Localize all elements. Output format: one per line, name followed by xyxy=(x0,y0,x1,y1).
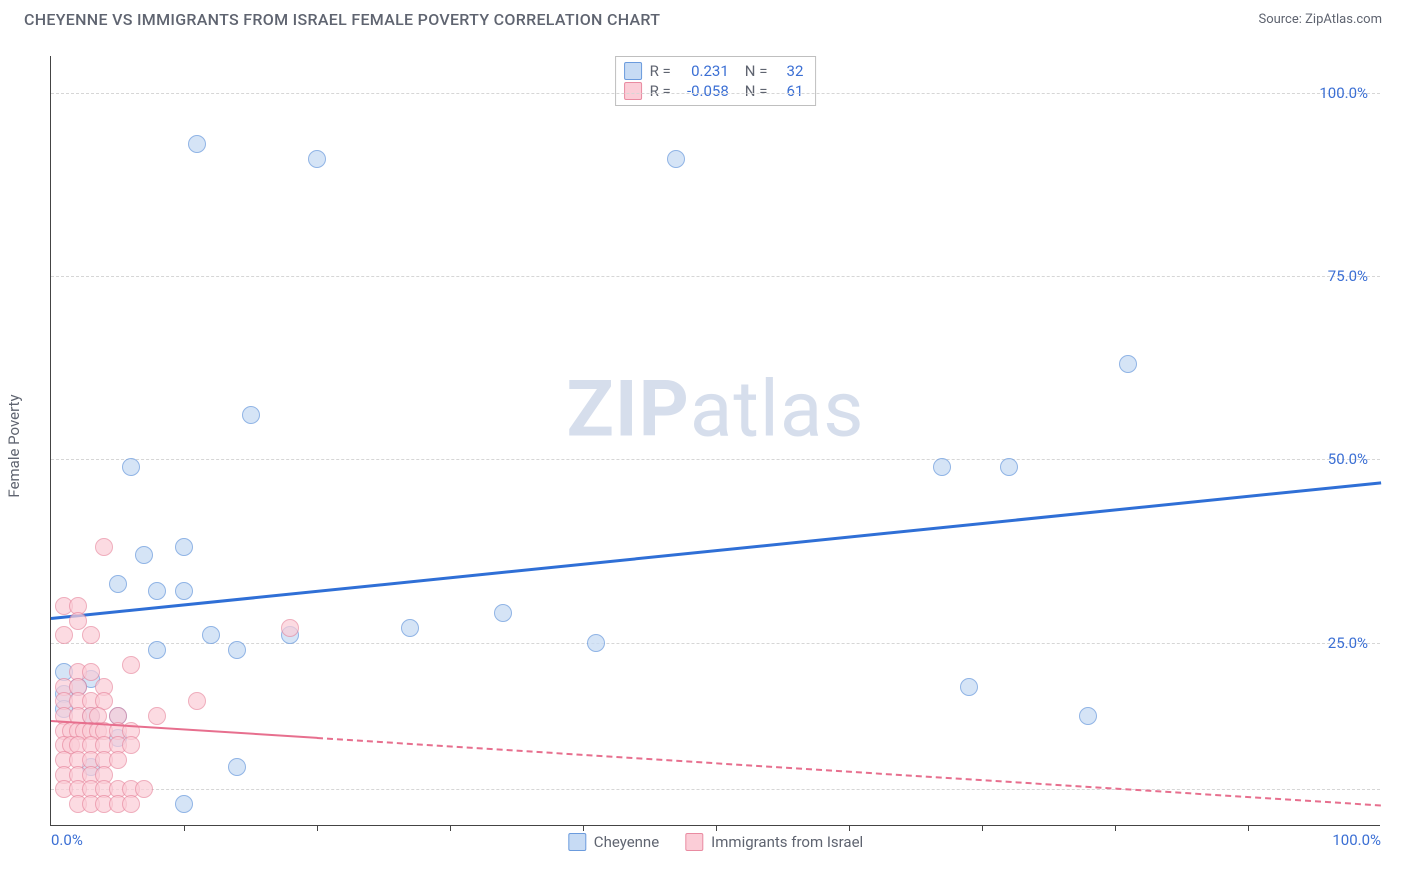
data-point xyxy=(109,751,127,769)
gridline xyxy=(51,276,1380,277)
source-label: Source: ZipAtlas.com xyxy=(1258,12,1382,27)
legend-label: Cheyenne xyxy=(594,833,659,851)
y-tick-label: 75.0% xyxy=(1328,267,1368,285)
legend-item: Cheyenne xyxy=(568,833,659,851)
data-point xyxy=(228,641,246,659)
legend-swatch xyxy=(624,82,642,100)
data-point xyxy=(122,795,140,813)
data-point xyxy=(175,795,193,813)
legend-item: Immigrants from Israel xyxy=(685,833,863,851)
x-tick xyxy=(849,825,850,831)
data-point xyxy=(202,626,220,644)
x-tick xyxy=(1248,825,1249,831)
n-value: 32 xyxy=(775,62,803,80)
data-point xyxy=(281,619,299,637)
data-point xyxy=(55,626,73,644)
x-tick xyxy=(184,825,185,831)
trend-line xyxy=(51,481,1381,620)
data-point xyxy=(135,780,153,798)
legend-swatch xyxy=(685,833,703,851)
r-label: R = xyxy=(650,62,671,80)
chart-title: CHEYENNE VS IMMIGRANTS FROM ISRAEL FEMAL… xyxy=(24,10,660,29)
watermark-rest: atlas xyxy=(690,364,865,455)
data-point xyxy=(82,626,100,644)
data-point xyxy=(1079,707,1097,725)
data-point xyxy=(82,663,100,681)
data-point xyxy=(1000,458,1018,476)
trend-line xyxy=(317,737,1381,806)
scatter-plot: ZIPatlas R =0.231N =32R =-0.058N =61 Che… xyxy=(50,56,1380,826)
r-value: -0.058 xyxy=(679,82,729,100)
data-point xyxy=(933,458,951,476)
r-label: R = xyxy=(650,82,671,100)
gridline xyxy=(51,459,1380,460)
n-label: N = xyxy=(745,62,768,80)
x-tick xyxy=(982,825,983,831)
data-point xyxy=(122,736,140,754)
data-point xyxy=(109,575,127,593)
gridline xyxy=(51,643,1380,644)
y-tick-label: 25.0% xyxy=(1328,634,1368,652)
legend-swatch xyxy=(568,833,586,851)
r-value: 0.231 xyxy=(679,62,729,80)
x-tick xyxy=(1115,825,1116,831)
data-point xyxy=(667,150,685,168)
watermark-bold: ZIP xyxy=(566,364,689,455)
stat-legend-row: R = -0.058 N = 61 xyxy=(624,81,804,101)
data-point xyxy=(148,582,166,600)
data-point xyxy=(175,582,193,600)
data-point xyxy=(122,656,140,674)
watermark: ZIPatlas xyxy=(566,364,864,455)
header: CHEYENNE VS IMMIGRANTS FROM ISRAEL FEMAL… xyxy=(0,0,1406,35)
data-point xyxy=(587,634,605,652)
legend-label: Immigrants from Israel xyxy=(711,833,863,851)
x-tick xyxy=(450,825,451,831)
x-tick-label: 100.0% xyxy=(1332,831,1381,849)
data-point xyxy=(188,692,206,710)
gridline xyxy=(51,789,1380,790)
x-tick xyxy=(716,825,717,831)
y-tick-label: 100.0% xyxy=(1319,84,1368,102)
data-point xyxy=(95,538,113,556)
data-point xyxy=(135,546,153,564)
data-point xyxy=(188,135,206,153)
data-point xyxy=(308,150,326,168)
gridline xyxy=(51,93,1380,94)
stat-legend: R = 0.231 N = 32 R = -0.058 N = 61 xyxy=(615,56,817,106)
data-point xyxy=(494,604,512,622)
stat-legend-row: R = 0.231 N = 32 xyxy=(624,61,804,81)
data-point xyxy=(242,406,260,424)
x-tick xyxy=(317,825,318,831)
x-tick-label: 0.0% xyxy=(51,831,83,849)
data-point xyxy=(401,619,419,637)
data-point xyxy=(1119,355,1137,373)
data-point xyxy=(175,538,193,556)
data-point xyxy=(69,612,87,630)
data-point xyxy=(960,678,978,696)
data-point xyxy=(148,707,166,725)
y-axis-label: Female Poverty xyxy=(5,394,23,497)
data-point xyxy=(228,758,246,776)
n-value: 61 xyxy=(775,82,803,100)
data-point xyxy=(148,641,166,659)
n-label: N = xyxy=(745,82,768,100)
legend-swatch xyxy=(624,62,642,80)
x-tick xyxy=(583,825,584,831)
series-legend: Cheyenne Immigrants from Israel xyxy=(568,833,863,851)
y-tick-label: 50.0% xyxy=(1328,450,1368,468)
data-point xyxy=(122,458,140,476)
